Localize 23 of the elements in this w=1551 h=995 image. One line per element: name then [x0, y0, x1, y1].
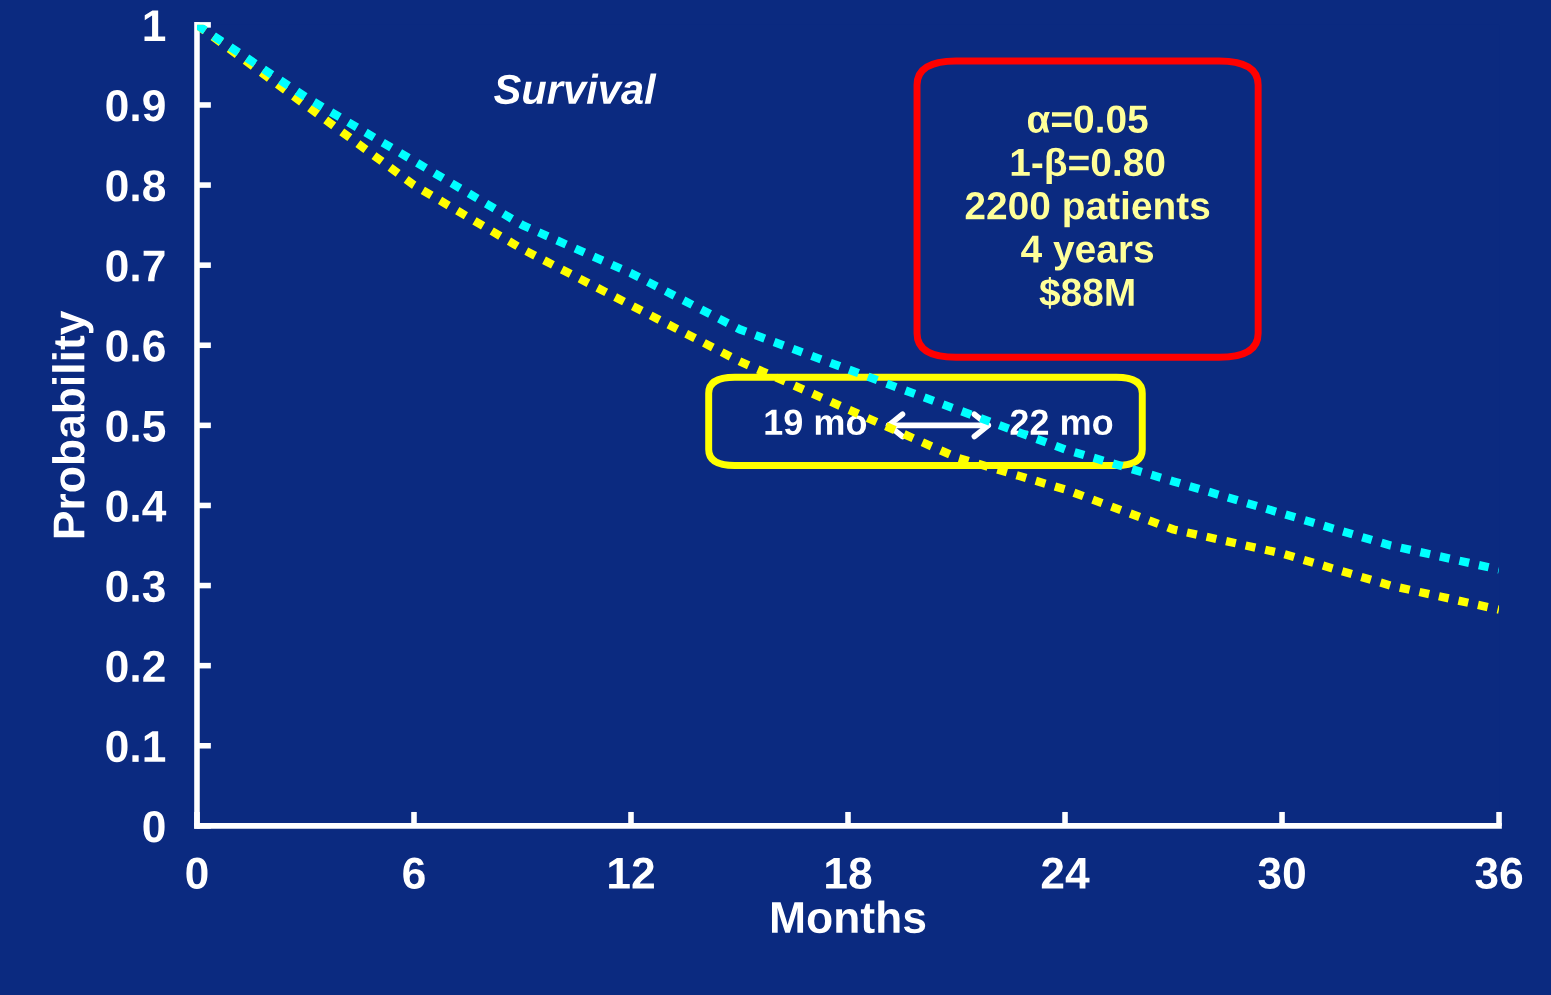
x-tick-label: 36: [1475, 857, 1523, 890]
annotation: α=0.05 1-β=0.80 2200 patients 4 years $88M: [965, 105, 1210, 309]
y-tick-label: 0.4: [106, 490, 167, 522]
y-tick-label: 0.5: [106, 410, 166, 442]
y-tick-label: 1: [144, 10, 166, 41]
x-tick-label: 18: [826, 857, 872, 890]
annotation: 19 mo: [765, 409, 867, 436]
x-tick-label: 12: [609, 857, 654, 889]
y-tick-label: 0.1: [106, 730, 166, 763]
y-axis-title: Probability: [52, 310, 94, 538]
y-tick-label: 0.8: [106, 170, 166, 202]
x-tick-label: 0: [186, 857, 208, 890]
x-tick-label: 30: [1258, 857, 1305, 890]
x-tick-label: 6: [403, 857, 425, 890]
y-tick-label: 0: [143, 810, 165, 843]
y-tick-label: 0.7: [106, 250, 165, 282]
x-tick-label: 24: [1041, 857, 1090, 889]
y-tick-label: 0.9: [106, 90, 165, 122]
y-tick-label: 0.6: [106, 330, 165, 362]
y-tick-label: 0.2: [106, 650, 165, 683]
x-axis-title: Months: [772, 900, 926, 934]
annotation: Survival: [494, 73, 657, 105]
y-tick-label: 0.3: [106, 570, 165, 603]
